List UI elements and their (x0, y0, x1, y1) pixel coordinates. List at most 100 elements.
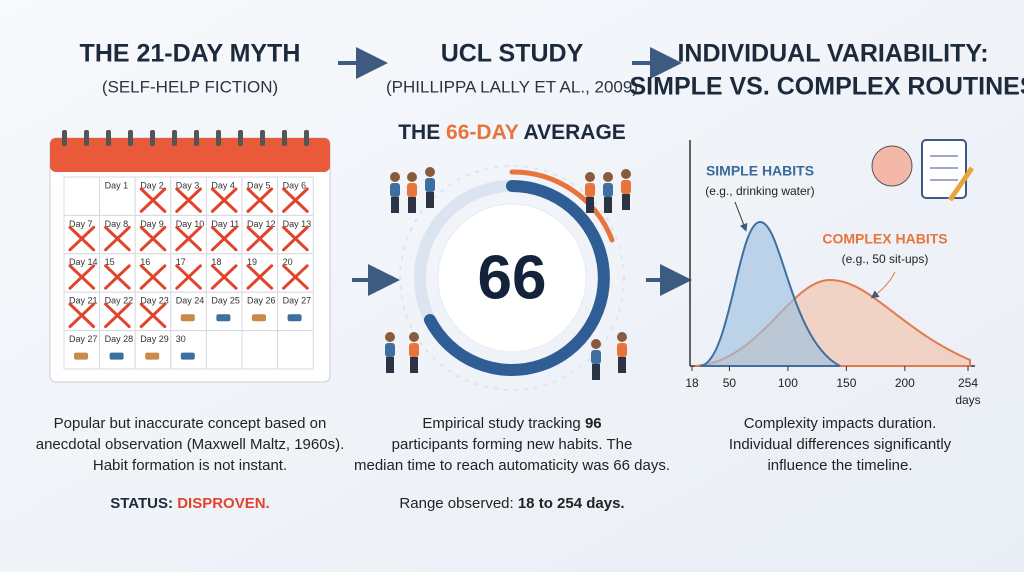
ring (282, 130, 287, 146)
person-head (591, 339, 601, 349)
range-value: 18 to 254 days. (518, 495, 625, 512)
body-text: Empirical study tracking (422, 415, 580, 432)
status: STATUS: DISPROVEN. (110, 495, 269, 512)
person-body (621, 180, 631, 194)
simple-example: (e.g., drinking water) (705, 184, 814, 198)
calendar-header (50, 138, 330, 172)
person-body (585, 183, 595, 197)
range: Range observed: 18 to 254 days. (399, 495, 624, 512)
body-line: Habit formation is not instant. (93, 457, 287, 474)
person-legs (586, 197, 594, 213)
person-legs (408, 197, 416, 213)
ring (150, 130, 155, 146)
x-tick-label: 100 (778, 376, 798, 390)
x-axis-label: days (955, 393, 980, 407)
body-line: Complexity impacts duration. (744, 415, 937, 432)
ring (106, 130, 111, 146)
complex-example: (e.g., 50 sit-ups) (842, 252, 929, 266)
person-body (617, 343, 627, 357)
person-head (425, 167, 435, 177)
calendar-day: 30 (176, 334, 186, 344)
status-label: STATUS: (110, 495, 173, 512)
person-legs (426, 192, 434, 208)
person-head (385, 332, 395, 342)
calendar-day: Day 9 (140, 219, 164, 229)
calendar-day: Day 4 (211, 180, 235, 190)
ring (172, 130, 177, 146)
panel-title: THE 21-DAY MYTH (80, 40, 301, 68)
calendar-day: Day 5 (247, 180, 271, 190)
calendar-day: Day 27 (69, 334, 98, 344)
status-value: DISPROVEN. (177, 495, 270, 512)
body-line: Empirical study tracking 96 (422, 415, 601, 432)
person-body (591, 350, 601, 364)
panel-title: SIMPLE VS. COMPLEX ROUTINES (630, 73, 1024, 101)
x-tick-label: 18 (685, 376, 699, 390)
calendar-day: Day 3 (176, 180, 200, 190)
ring (260, 130, 265, 146)
calendar-cell (242, 331, 278, 369)
person-head (407, 172, 417, 182)
calendar-day: Day 27 (283, 296, 312, 306)
calendar-day: Day 24 (176, 296, 205, 306)
activity-icon (216, 314, 230, 321)
calendar-day: Day 1 (105, 180, 129, 190)
calendar-day: Day 8 (105, 219, 129, 229)
body-line: anecdotal observation (Maxwell Maltz, 19… (36, 436, 344, 453)
panel-title: INDIVIDUAL VARIABILITY: (677, 40, 988, 68)
body-emphasis: 96 (585, 415, 602, 432)
panel-subtitle: (PHILLIPPA LALLY ET AL., 2009) (386, 77, 638, 96)
brain-icon (872, 146, 912, 186)
calendar-cell (278, 331, 314, 369)
person-body (385, 343, 395, 357)
person-body (407, 183, 417, 197)
activity-icon (74, 353, 88, 360)
person-body (425, 178, 435, 192)
activity-icon (252, 314, 266, 321)
calendar-day: Day 28 (105, 334, 134, 344)
panel-subtitle: (SELF-HELP FICTION) (102, 77, 278, 96)
calendar-cell (64, 177, 100, 215)
ring (128, 130, 133, 146)
x-tick-label: 50 (723, 376, 737, 390)
body-line: Individual differences significantly (729, 436, 952, 453)
ring (62, 130, 67, 146)
headline: THE 66-DAY AVERAGE (398, 121, 626, 144)
person-legs (618, 357, 626, 373)
person-head (409, 332, 419, 342)
person-body (409, 343, 419, 357)
person-body (603, 183, 613, 197)
calendar-day: Day 29 (140, 334, 169, 344)
body-line: Popular but inaccurate concept based on (54, 415, 327, 432)
person-legs (391, 197, 399, 213)
activity-icon (288, 314, 302, 321)
person-head (585, 172, 595, 182)
headline-part: THE (398, 121, 440, 144)
center-number: 66 (478, 243, 547, 312)
person-legs (604, 197, 612, 213)
person-body (390, 183, 400, 197)
ring (304, 130, 309, 146)
panel-title: UCL STUDY (441, 40, 584, 68)
activity-icon (110, 353, 124, 360)
person-head (390, 172, 400, 182)
headline-highlight: 66-DAY (446, 121, 519, 144)
person-legs (386, 357, 394, 373)
headline-part: AVERAGE (524, 121, 626, 144)
simple-label: SIMPLE HABITS (706, 163, 814, 179)
body-line: influence the timeline. (767, 457, 912, 474)
x-tick-label: 254 (958, 376, 978, 390)
range-label: Range observed: (399, 495, 513, 512)
activity-icon (145, 353, 159, 360)
ring (84, 130, 89, 146)
person-legs (622, 194, 630, 210)
calendar-day: Day 26 (247, 296, 276, 306)
person-head (621, 169, 631, 179)
calendar-day: Day 25 (211, 296, 240, 306)
activity-icon (181, 314, 195, 321)
calendar-day: Day 7 (69, 219, 93, 229)
